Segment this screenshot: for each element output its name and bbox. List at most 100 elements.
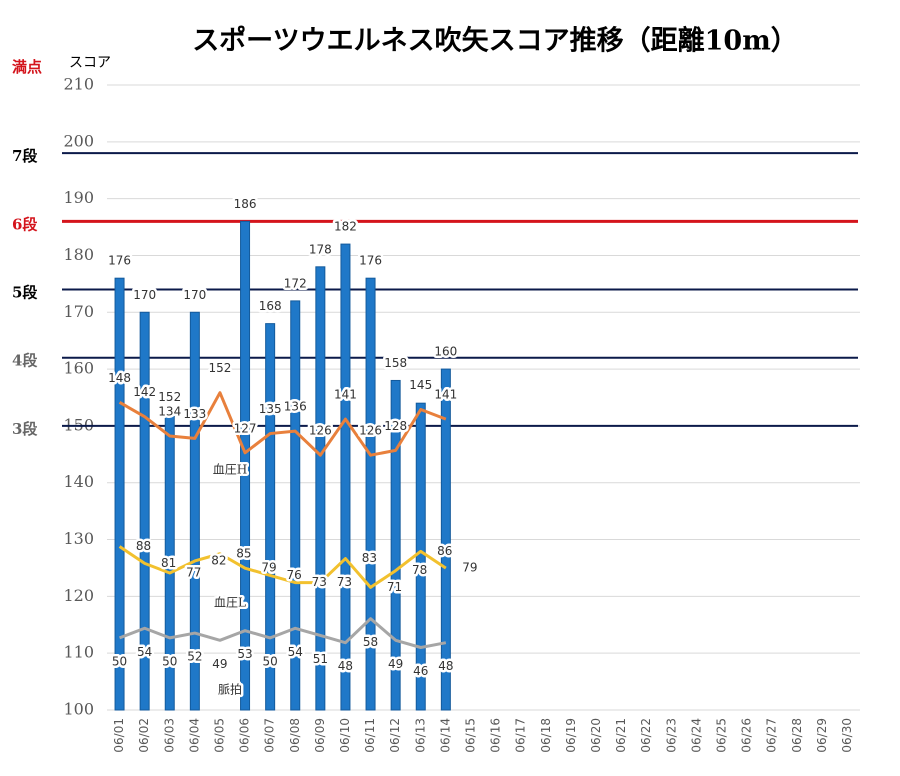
y-axis-label: スコア [69, 55, 111, 71]
level-label: 3段 [12, 420, 37, 438]
level-label: 7段 [12, 147, 37, 165]
y-tick-label: 170 [63, 302, 94, 321]
line-series [119, 617, 447, 649]
full-score-label: 満点 [12, 58, 42, 76]
x-tick-label: 06/25 [714, 718, 728, 753]
y-tick-label: 100 [63, 700, 94, 719]
line-value-label: 142 [133, 385, 156, 399]
bar [240, 220, 251, 711]
series-name-label: 血圧H [213, 463, 247, 477]
bar [365, 277, 376, 711]
bar [390, 379, 401, 711]
bar [114, 277, 125, 711]
x-tick-label: 06/11 [363, 718, 377, 753]
x-tick-label: 06/06 [238, 718, 252, 753]
bar [189, 311, 200, 711]
line-value-label: 141 [334, 388, 357, 402]
bar [315, 266, 326, 711]
x-tick-label: 06/12 [388, 718, 402, 753]
x-tick-label: 06/22 [639, 718, 653, 753]
line-series [118, 545, 447, 589]
y-tick-label: 180 [63, 245, 94, 264]
line-value-label: 51 [313, 652, 328, 666]
line-value-label: 136 [284, 400, 307, 414]
level-label: 6段 [12, 215, 37, 233]
bar [265, 323, 276, 711]
x-tick-label: 06/15 [463, 718, 477, 753]
y-tick-label: 190 [63, 188, 94, 207]
bar-value-label: 182 [334, 220, 357, 234]
series-name-label: 血圧L [214, 596, 246, 610]
line-value-label: 46 [413, 664, 428, 678]
x-tick-label: 06/17 [514, 718, 528, 753]
level-label: 5段 [12, 284, 37, 302]
bar-value-label: 176 [359, 254, 382, 268]
x-tick-label: 06/19 [564, 718, 578, 753]
x-tick-label: 06/29 [815, 718, 829, 753]
bar-value-label: 186 [234, 197, 257, 211]
x-tick-label: 06/27 [765, 718, 779, 753]
line-value-label: 126 [309, 424, 332, 438]
line-value-label: 152 [208, 361, 231, 375]
x-tick-label: 06/14 [438, 718, 452, 753]
x-tick-label: 06/18 [539, 718, 553, 753]
bar-value-label: 176 [108, 254, 131, 268]
line-value-label: 54 [137, 645, 152, 659]
line-value-label: 141 [434, 388, 457, 402]
line-value-label: 48 [438, 659, 453, 673]
line-value-label: 83 [362, 551, 377, 565]
x-tick-label: 06/03 [162, 718, 176, 753]
line-value-label: 126 [359, 424, 382, 438]
bar-value-label: 172 [284, 276, 307, 290]
line-value-label: 88 [136, 539, 151, 553]
line-value-label: 52 [187, 650, 202, 664]
x-tick-label: 06/20 [589, 718, 603, 753]
line-value-label: 50 [162, 654, 177, 668]
x-tick-label: 06/10 [338, 718, 352, 753]
bar-value-label: 160 [434, 345, 457, 359]
line-value-label: 58 [363, 635, 378, 649]
bar [290, 300, 301, 711]
bar-value-label: 152 [158, 390, 181, 404]
line-value-label: 79 [462, 561, 477, 575]
line-value-label: 73 [312, 575, 327, 589]
line-value-label: 50 [112, 654, 127, 668]
bar [340, 243, 351, 711]
line-value-label: 148 [108, 371, 131, 385]
x-tick-label: 06/04 [187, 718, 201, 753]
x-tick-label: 06/24 [689, 718, 703, 753]
x-tick-label: 06/23 [664, 718, 678, 753]
line-series [118, 391, 447, 457]
x-tick-label: 06/30 [840, 718, 854, 753]
line-value-label: 49 [212, 657, 227, 671]
x-tick-label: 06/09 [313, 718, 327, 753]
y-tick-label: 200 [63, 131, 94, 150]
x-tick-label: 06/13 [413, 718, 427, 753]
line-value-label: 73 [337, 575, 352, 589]
x-tick-label: 06/07 [263, 718, 277, 753]
line-value-label: 50 [263, 654, 278, 668]
line-value-label: 133 [183, 407, 206, 421]
series-name-label: 脈拍 [218, 682, 242, 697]
line-value-label: 134 [158, 404, 181, 418]
chart-title: スポーツウエルネス吹矢スコア推移（距離10m） [192, 25, 798, 57]
x-tick-label: 06/08 [288, 718, 302, 753]
bar-value-label: 168 [259, 299, 282, 313]
line-value-label: 48 [338, 659, 353, 673]
bar [139, 311, 150, 711]
line-value-label: 79 [261, 561, 276, 575]
bar-value-label: 170 [183, 288, 206, 302]
x-tick-label: 06/16 [489, 718, 503, 753]
line-value-label: 77 [186, 565, 201, 579]
bar-value-label: 170 [133, 288, 156, 302]
line-value-label: 82 [211, 553, 226, 567]
line-value-label: 76 [287, 568, 302, 582]
x-tick-label: 06/21 [614, 718, 628, 753]
line-value-label: 145 [409, 378, 432, 392]
line-value-label: 85 [236, 546, 251, 560]
x-tick-label: 06/26 [740, 718, 754, 753]
line-value-label: 86 [437, 544, 452, 558]
line-value-label: 54 [288, 645, 303, 659]
line-value-label: 49 [388, 657, 403, 671]
